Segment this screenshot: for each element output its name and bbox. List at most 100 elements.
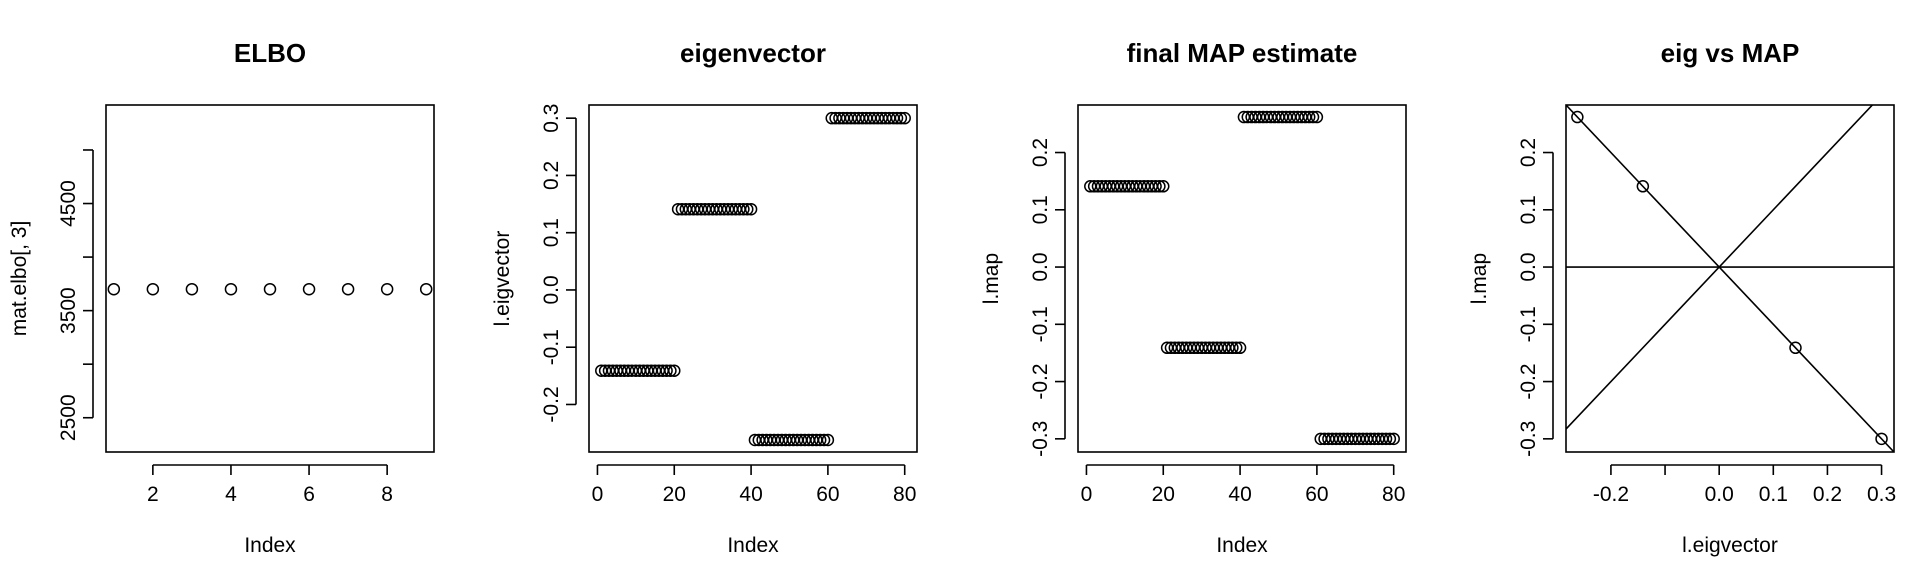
y-tick-label: 0.1 (1029, 195, 1052, 224)
data-point (1636, 180, 1650, 193)
data-point (1383, 432, 1397, 446)
x-tick-label: 0 (1081, 483, 1093, 506)
y-axis-label: mat.elbo[, 3] (8, 221, 31, 337)
x-tick-label: 0.0 (1705, 483, 1734, 506)
chart-panel-2: eigenvector Index l.eigvector 0 20 40 60 80 -0.2… (491, 38, 918, 557)
data-point (894, 111, 908, 125)
x-tick-label: 8 (381, 483, 393, 506)
chart-panel-3: final MAP estimate Index l.map 0 20 40 60 80 -0.… (980, 38, 1407, 557)
x-tick-label: 6 (303, 483, 315, 506)
chart-title: ELBO (234, 38, 306, 68)
x-tick-label: 80 (893, 483, 916, 506)
reference-line (1566, 105, 1894, 452)
x-axis-label: l.eigvector (1682, 534, 1778, 557)
data-point (1302, 110, 1316, 124)
data-point (1149, 180, 1162, 193)
y-tick-label: -0.3 (1517, 421, 1540, 457)
data-point (341, 282, 355, 296)
y-tick-label: 4500 (57, 180, 80, 227)
y-tick-label: 0.2 (540, 161, 563, 190)
y-tick-label: 0.2 (1517, 138, 1540, 167)
x-tick-label: 2 (147, 483, 159, 506)
data-point (1157, 180, 1170, 193)
data-point (744, 202, 758, 216)
x-tick-label: 40 (739, 483, 762, 506)
x-tick-label: 20 (1152, 483, 1175, 506)
data-point (146, 282, 160, 296)
y-tick-label: -0.1 (540, 329, 563, 365)
plot-frame (105, 104, 435, 453)
x-tick-label: 0.2 (1813, 483, 1842, 506)
data-point (660, 364, 673, 377)
y-tick-label: 2500 (57, 394, 80, 441)
data-point (1233, 341, 1247, 355)
chart-panel-4: eig vs MAP l.eigvector l.map -0.2 0.0 0.1 0.2 0… (1468, 38, 1896, 557)
x-axis-label: Index (727, 534, 779, 557)
data-point (737, 202, 750, 216)
data-point (668, 364, 681, 377)
y-tick-label: 0.3 (540, 104, 563, 133)
data-point (1789, 341, 1802, 355)
y-axis-label: l.map (1468, 253, 1491, 304)
x-axis-label: Index (244, 534, 296, 557)
y-tick-label: -0.2 (1517, 363, 1540, 399)
plot-frame (1077, 104, 1407, 453)
data-point (1387, 432, 1400, 446)
chart-panel-1: ELBO Index mat.elbo[, 3] 2 4 6 8 2500 3500 4500 (8, 38, 435, 557)
data-point (817, 433, 831, 447)
data-point (821, 433, 835, 447)
y-tick-label: 0.0 (540, 275, 563, 304)
y-tick-label: -0.1 (1029, 306, 1052, 342)
x-tick-label: -0.2 (1593, 483, 1629, 506)
x-tick-label: 4 (225, 483, 237, 506)
data-point (107, 282, 121, 296)
x-tick-label: 60 (1305, 483, 1328, 506)
y-tick-label: 0.0 (1517, 252, 1540, 281)
x-tick-label: 0.1 (1759, 483, 1788, 506)
plot-frame (1565, 104, 1895, 453)
data-point (419, 282, 433, 296)
x-tick-label: 0.3 (1867, 483, 1896, 506)
y-tick-label: 0.2 (1029, 138, 1052, 167)
data-point (898, 111, 911, 125)
data-point (1306, 110, 1320, 124)
data-point (263, 282, 277, 296)
chart-title: eig vs MAP (1661, 38, 1800, 68)
data-point (1379, 432, 1393, 446)
data-point (1229, 341, 1243, 355)
chart-title: final MAP estimate (1127, 38, 1358, 68)
data-point (380, 282, 394, 296)
chart-title: eigenvector (680, 38, 826, 68)
y-tick-label: -0.1 (1517, 306, 1540, 342)
x-tick-label: 40 (1228, 483, 1251, 506)
data-point (224, 282, 238, 296)
x-tick-label: 60 (816, 483, 839, 506)
data-point (740, 202, 754, 216)
data-point (1571, 110, 1584, 124)
data-point (813, 433, 827, 447)
y-tick-label: 3500 (57, 287, 80, 334)
y-tick-label: 0.0 (1029, 252, 1052, 281)
x-axis-label: Index (1216, 534, 1268, 557)
x-tick-label: 0 (592, 483, 604, 506)
data-point (302, 282, 316, 296)
plot-frame (588, 104, 918, 453)
reference-line (1566, 105, 1874, 430)
data-point (664, 364, 677, 377)
y-axis-label: l.eigvector (491, 231, 514, 327)
y-tick-label: 0.1 (1517, 195, 1540, 224)
data-point (1310, 110, 1324, 124)
y-tick-label: 0.1 (540, 218, 563, 247)
reference-lines (1566, 105, 1894, 452)
y-tick-label: -0.2 (540, 386, 563, 422)
y-tick-label: -0.2 (1029, 363, 1052, 399)
x-tick-label: 80 (1382, 483, 1405, 506)
data-point (185, 282, 199, 296)
y-axis-label: l.map (980, 253, 1003, 304)
data-point (1226, 341, 1239, 355)
data-point (1153, 180, 1166, 193)
x-tick-label: 20 (663, 483, 686, 506)
data-point (1875, 432, 1888, 446)
data-point (890, 111, 904, 125)
